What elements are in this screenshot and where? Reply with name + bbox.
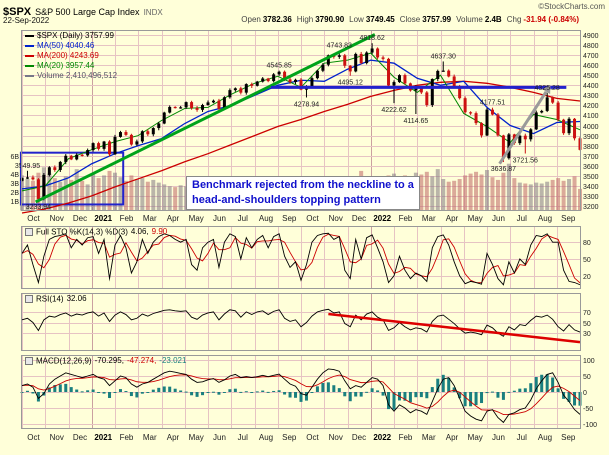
close-value: 3757.99 xyxy=(422,15,452,24)
exchange-tag: INDX xyxy=(143,8,163,17)
high-label: High xyxy=(296,15,314,24)
high-value: 3790.90 xyxy=(315,15,345,24)
ma20-line-swatch xyxy=(25,65,34,68)
legend-spx: $SPX (Daily) 3757.99 xyxy=(37,31,114,40)
macd-panel-header: MACD(12,26,9) -70.295, -47.274, -23.021 xyxy=(25,356,186,365)
macd-indicator-icon xyxy=(25,356,33,365)
rsi-value: 32.06 xyxy=(66,294,87,304)
chg-label: Chg xyxy=(506,15,522,24)
volume-bars-swatch xyxy=(25,75,34,78)
sto-d-value: 9.90 xyxy=(151,227,168,237)
low-value: 3749.45 xyxy=(365,15,395,24)
open-label: Open xyxy=(241,15,261,24)
price-legend: $SPX (Daily) 3757.99 MA(50) 4040.46 MA(2… xyxy=(25,31,117,82)
sto-k-value: 4.06, xyxy=(130,227,149,237)
ohlc-stats-row: Open 3782.36 High 3790.90 Low 3749.45 Close 375… xyxy=(236,15,579,24)
legend-ma200: MA(200) 4243.69 xyxy=(37,51,99,61)
sto-panel-header: Full STO %K(14,3) %D(3) 4.06, 9.90 xyxy=(25,227,167,236)
open-value: 3782.36 xyxy=(262,15,292,24)
macd-line-value: -70.295, xyxy=(94,356,124,366)
annotation-line2: head-and-shoulders topping pattern xyxy=(192,194,381,206)
legend-ma50: MA(50) 4040.46 xyxy=(37,41,95,51)
index-name: S&P 500 Large Cap Index xyxy=(35,7,140,17)
chg-value: -31.94 (-0.84%) xyxy=(523,15,579,24)
chart-title-row: $SPX S&P 500 Large Cap Index INDX xyxy=(3,2,163,20)
close-label: Close xyxy=(399,15,421,24)
macd-hist-value: -23.021 xyxy=(159,356,187,366)
volume-label: Volume xyxy=(456,15,483,24)
macd-signal-value: -47.274, xyxy=(126,356,157,366)
ma200-line-swatch xyxy=(25,55,34,58)
rsi-label: RSI(14) xyxy=(36,294,64,304)
macd-label: MACD(12,26,9) xyxy=(36,356,92,366)
sto-label: Full STO %K(14,3) %D(3) xyxy=(36,227,128,237)
rsi-panel-header: RSI(14) 32.06 xyxy=(25,294,87,303)
sto-indicator-icon xyxy=(25,227,33,236)
rsi-indicator-icon xyxy=(25,294,33,303)
spx-line-swatch xyxy=(25,35,34,37)
volume-value: 2.4B xyxy=(484,15,502,24)
chart-date: 22-Sep-2022 xyxy=(3,16,50,25)
annotation-callout: Benchmark rejected from the neckline to … xyxy=(186,176,420,210)
legend-volume: Volume 2,410,496,512 xyxy=(37,71,118,81)
copyright-text: ©StockCharts.com xyxy=(538,2,605,11)
ma50-line-swatch xyxy=(25,45,34,48)
annotation-line1: Benchmark rejected from the neckline to … xyxy=(192,179,414,191)
symbol: $SPX xyxy=(3,6,32,18)
low-label: Low xyxy=(349,15,364,24)
legend-ma20: MA(20) 3957.44 xyxy=(37,61,95,71)
